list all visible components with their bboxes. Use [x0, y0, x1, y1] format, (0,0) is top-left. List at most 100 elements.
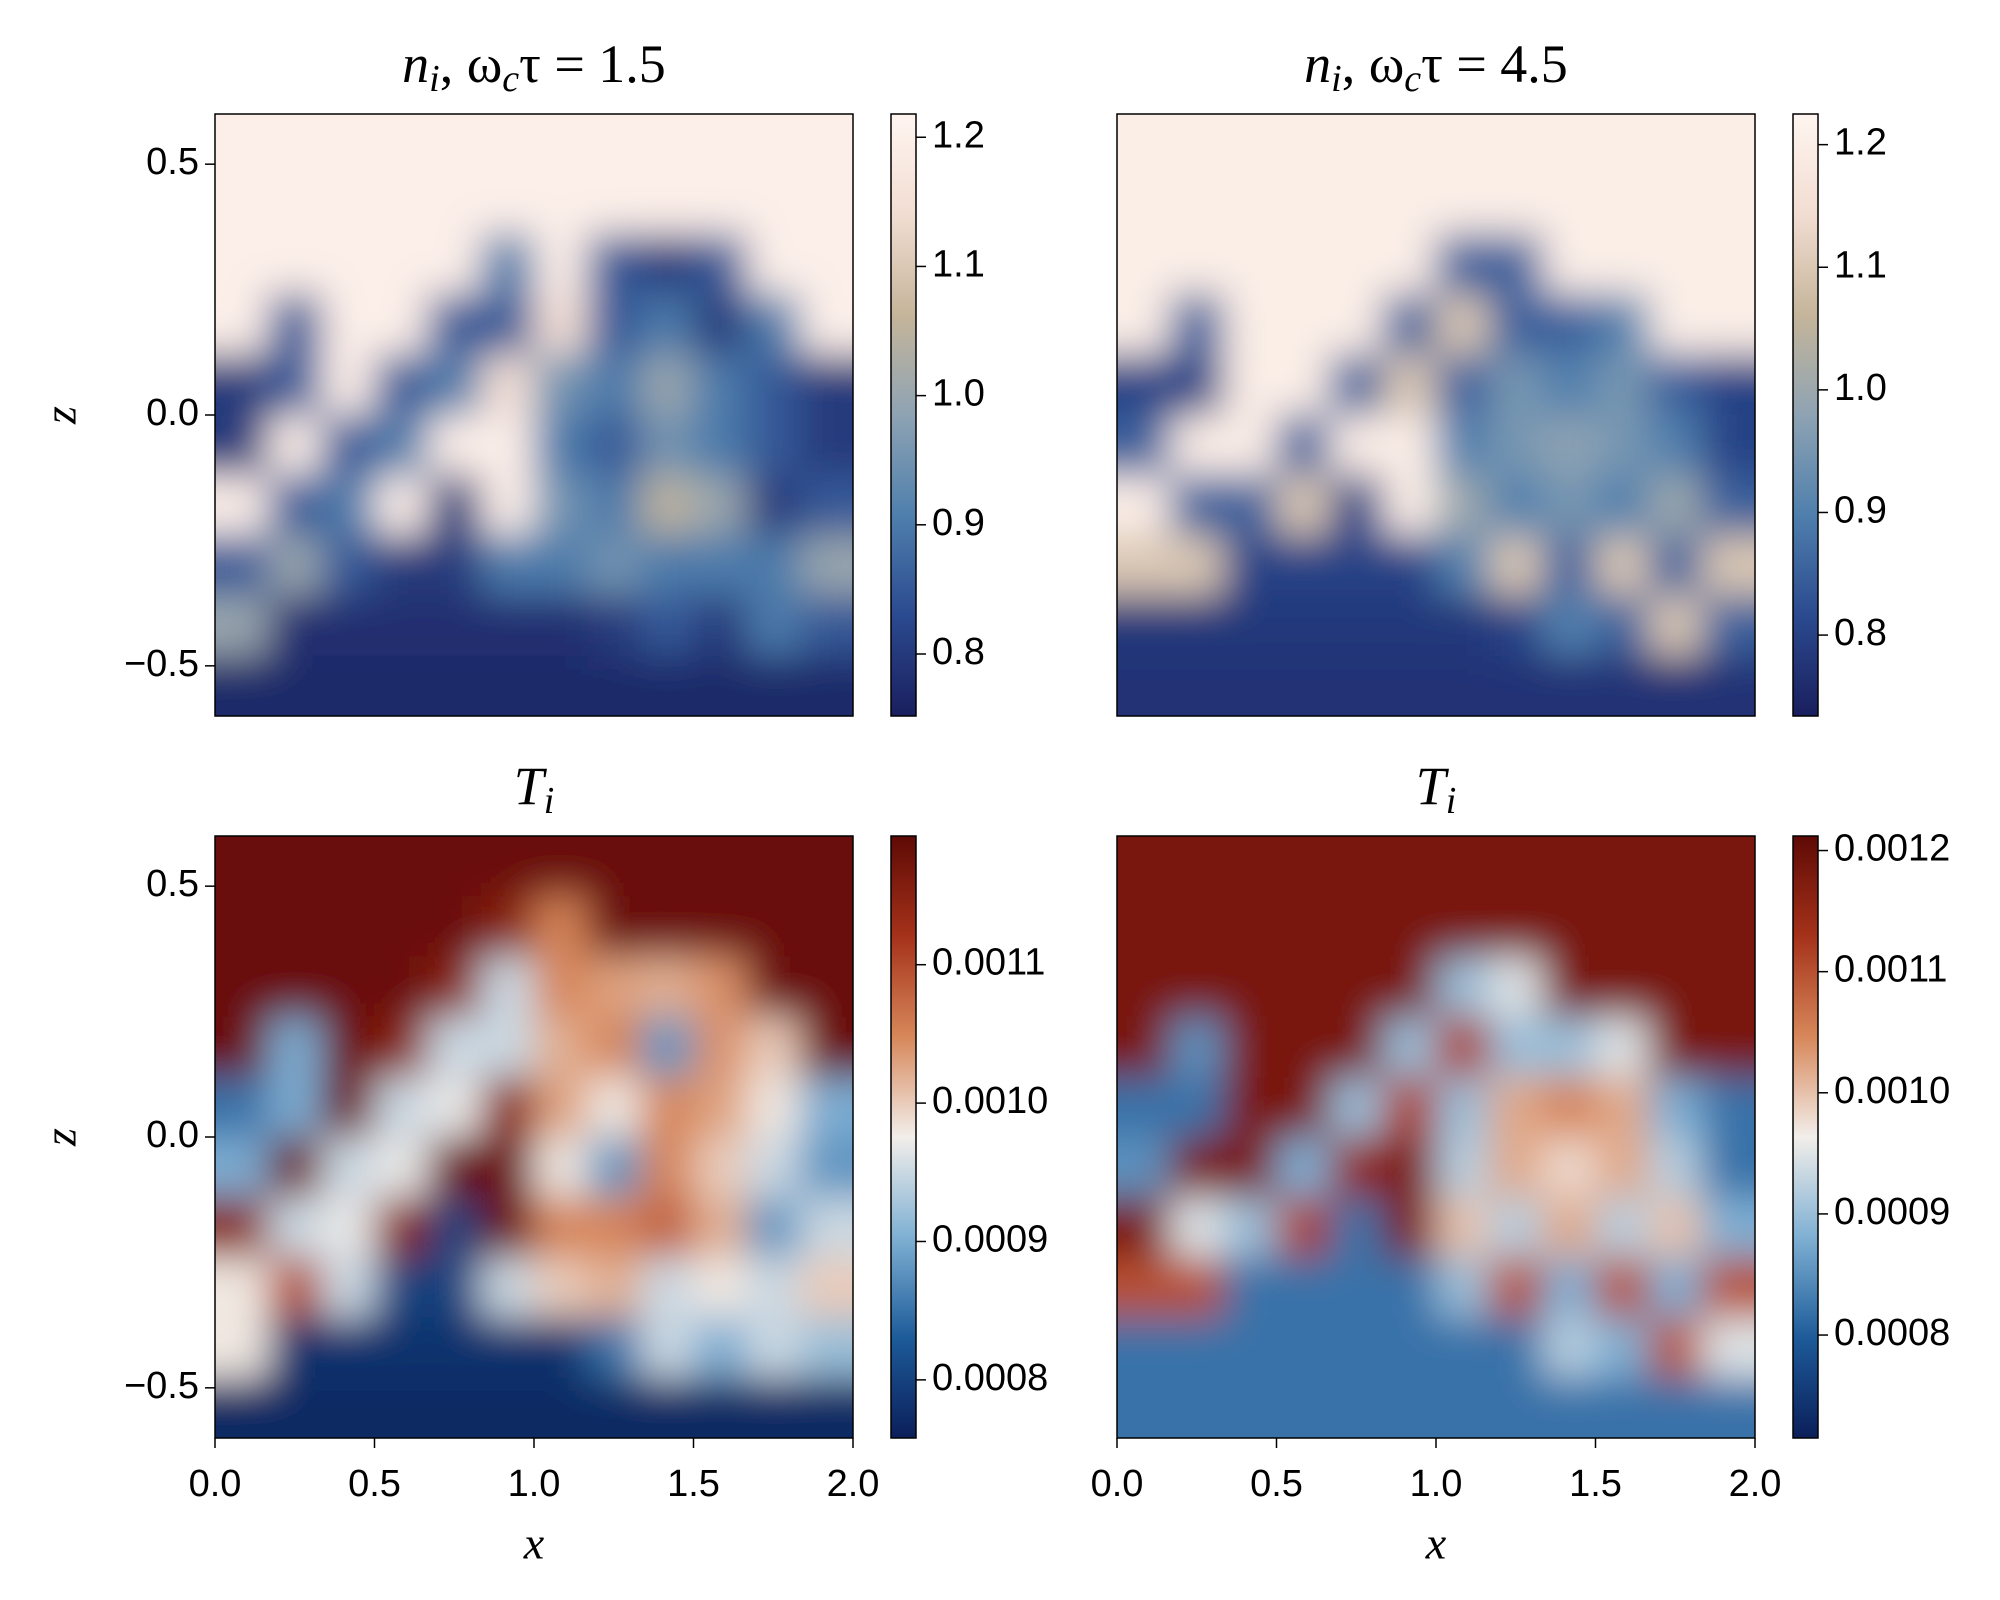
heatmap-cell: [534, 1197, 588, 1258]
heatmap-cell: [534, 1016, 588, 1078]
chart-title: ni, ωcτ = 4.5: [1304, 34, 1568, 99]
heatmap-cell: [374, 655, 429, 716]
heatmap-cell: [427, 1076, 482, 1138]
heatmap-cell: [693, 475, 748, 536]
heatmap-cell: [1170, 1377, 1224, 1438]
heatmap-cell: [799, 1257, 853, 1319]
plot-frame: [1116, 113, 1756, 717]
heatmap-cell: [268, 655, 322, 716]
heatmap-cell: [587, 1016, 641, 1078]
heatmap-cell: [1701, 1317, 1755, 1379]
heatmap-cell: [1223, 956, 1277, 1018]
heatmap-cell: [640, 535, 694, 597]
heatmap-cell: [746, 1317, 801, 1379]
heatmap-cell: [799, 174, 853, 235]
heatmap-cell: [427, 1317, 482, 1379]
heatmap-cell: [1170, 1197, 1224, 1258]
heatmap-cell: [374, 234, 429, 296]
heatmap-cell: [1117, 535, 1171, 597]
heatmap-cell: [1436, 836, 1490, 897]
heatmap-cell: [799, 956, 853, 1018]
heatmap-cell: [1701, 1377, 1755, 1438]
heatmap-cell: [1436, 595, 1490, 657]
heatmap-cell: [1436, 1377, 1490, 1438]
heatmap-cell: [321, 836, 375, 897]
heatmap-cell: [321, 1137, 375, 1198]
heatmap-cell: [534, 354, 588, 416]
heatmap-cell: [374, 174, 429, 235]
heatmap-cell: [1276, 896, 1331, 957]
x-tick-label: 0.5: [1250, 1463, 1303, 1505]
heatmap-cell: [1223, 1076, 1277, 1138]
heatmap-cell: [587, 475, 641, 536]
heatmap-cell: [321, 174, 375, 235]
heatmap-cell: [746, 475, 801, 536]
heatmap-cell: [1648, 1076, 1703, 1138]
heatmap-cell: [1648, 114, 1703, 175]
heatmap-cell: [427, 234, 482, 296]
heatmap-cell: [1648, 174, 1703, 235]
heatmap-cell: [1276, 1016, 1331, 1078]
colorbar-tick-label: 1.2: [1834, 122, 1887, 164]
heatmap-cell: [1595, 595, 1650, 657]
heatmap-cell: [746, 595, 801, 657]
heatmap-cell: [1382, 1076, 1437, 1138]
heatmap-cell: [1382, 174, 1437, 235]
heatmap-cell: [1276, 1317, 1331, 1379]
x-axis-label: x: [523, 1518, 545, 1569]
heatmap-cell: [1223, 475, 1277, 536]
heatmap-cell: [480, 1197, 535, 1258]
heatmap-cell: [534, 294, 588, 356]
heatmap-cell: [1648, 415, 1703, 476]
heatmap-cell: [640, 1257, 694, 1319]
heatmap-cell: [746, 294, 801, 356]
heatmap-cell: [1542, 294, 1596, 356]
heatmap-cell: [587, 595, 641, 657]
heatmap-cell: [215, 174, 269, 235]
colorbar: [1792, 113, 1819, 717]
heatmap-cell: [693, 1016, 748, 1078]
heatmap-cell: [587, 114, 641, 175]
heatmap-cell: [1117, 655, 1171, 716]
heatmap-cell: [1223, 354, 1277, 416]
heatmap-cell: [693, 595, 748, 657]
heatmap-cell: [1648, 1016, 1703, 1078]
heatmap-cell: [374, 535, 429, 597]
heatmap-cell: [746, 1257, 801, 1319]
heatmap-cell: [1648, 1137, 1703, 1198]
heatmap-cell: [268, 1257, 322, 1319]
heatmap-cell: [693, 1317, 748, 1379]
heatmap-cell: [1595, 354, 1650, 416]
heatmap-cell: [534, 475, 588, 536]
heatmap-cell: [1382, 475, 1437, 536]
heatmap-cell: [1276, 1377, 1331, 1438]
heatmap-cell: [1223, 174, 1277, 235]
heatmap-cell: [215, 595, 269, 657]
heatmap-cell: [1542, 1137, 1596, 1198]
heatmap-cell: [587, 836, 641, 897]
heatmap-cell: [1329, 956, 1384, 1018]
heatmap-cell: [1223, 1377, 1277, 1438]
heatmap-cell: [640, 1317, 694, 1379]
heatmap-cell: [1595, 655, 1650, 716]
heatmap-cell: [1170, 1317, 1224, 1379]
heatmap-cell: [693, 535, 748, 597]
heatmap-cell: [1170, 1016, 1224, 1078]
heatmap-cell: [1595, 896, 1650, 957]
heatmap-cell: [640, 595, 694, 657]
heatmap-cell: [1382, 896, 1437, 957]
heatmap-cell: [799, 1016, 853, 1078]
title-part: c: [502, 58, 519, 100]
heatmap-cell: [799, 294, 853, 356]
colorbar-tick-label: 1.2: [932, 114, 985, 156]
heatmap-cell: [1701, 1076, 1755, 1138]
heatmap-cell: [1542, 1016, 1596, 1078]
heatmap-cell: [1436, 1257, 1490, 1319]
heatmap-cell: [1223, 655, 1277, 716]
heatmap-cell: [1542, 354, 1596, 416]
colorbar-tick-label: 0.0008: [1834, 1312, 1950, 1354]
heatmap-cell: [640, 1377, 694, 1438]
heatmap-cell: [746, 1076, 801, 1138]
heatmap-cell: [1701, 535, 1755, 597]
colorbar-tick-label: 0.0010: [932, 1080, 1048, 1122]
